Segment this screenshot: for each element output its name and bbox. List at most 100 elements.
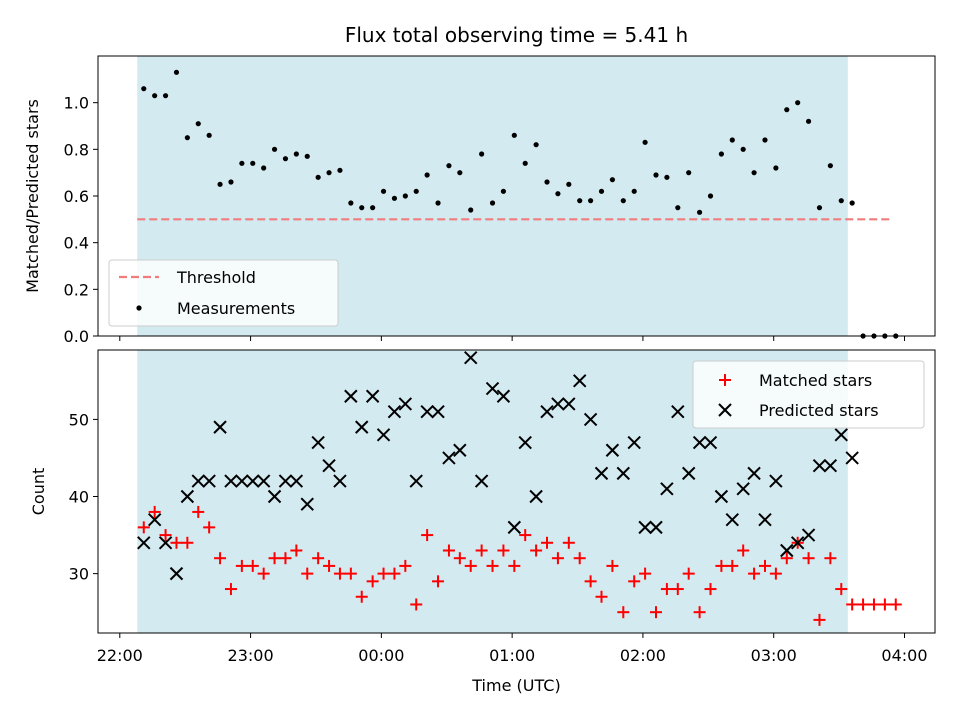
predicted-star-point (747, 466, 761, 481)
x-stroke-b (256, 474, 271, 488)
matched-star-point (573, 552, 586, 565)
predicted-star-point (616, 466, 631, 481)
measurement-point (413, 188, 419, 194)
matched-star-point (388, 567, 401, 580)
x-stroke-b (398, 397, 413, 411)
matched-star-point (475, 544, 488, 557)
x-stroke-b (845, 451, 859, 465)
matched-star-point (257, 567, 270, 580)
bottom-legend: Matched stars Predicted stars (692, 360, 925, 429)
predicted-star-point (551, 397, 565, 411)
matched-star-point (301, 567, 314, 580)
matched-star-point (399, 559, 412, 572)
measurement-point (577, 198, 583, 204)
matched-star-point (377, 567, 390, 580)
y-tick-label: 50 (69, 410, 89, 429)
x-stroke-b (387, 404, 402, 419)
matched-star-point (170, 536, 183, 549)
matched-star-point (780, 552, 793, 565)
measurement-point (533, 142, 539, 148)
predicted-star-point (213, 420, 227, 434)
top-y-axis-label: Matched/Predicted stars (23, 99, 42, 293)
predicted-star-point (147, 512, 162, 527)
x-stroke-b (333, 474, 347, 488)
predicted-star-point (191, 474, 205, 488)
matched-star-point (410, 598, 423, 611)
x-stroke-b (224, 474, 238, 488)
x-stroke-b (551, 397, 565, 411)
x-axis-label: Time (UTC) (471, 676, 560, 695)
x-tick-label: 04:00 (881, 646, 927, 665)
legend-predicted-label: Predicted stars (759, 401, 879, 420)
matched-star-point (464, 559, 477, 572)
predicted-star-point (681, 466, 696, 481)
predicted-star-point (714, 489, 729, 504)
x-stroke-b (507, 520, 522, 535)
measurement-point (838, 198, 844, 204)
predicted-star-point (169, 566, 184, 581)
measurement-point (304, 153, 310, 159)
matched-star-point (758, 559, 771, 572)
predicted-star-point (496, 389, 511, 403)
predicted-star-point (725, 512, 739, 527)
x-stroke-b (540, 404, 554, 419)
matched-star-point (682, 567, 695, 580)
predicted-star-point (594, 466, 609, 481)
predicted-star-point (562, 397, 576, 411)
matched-star-point (628, 575, 641, 588)
x-stroke-b (191, 474, 205, 488)
matched-star-point (246, 559, 259, 572)
measurement-point (228, 179, 234, 185)
measurement-point (675, 205, 681, 211)
x-stroke-b (289, 474, 304, 488)
measurement-point (522, 160, 528, 166)
x-stroke-b (594, 466, 609, 481)
y-tick-label: 1.0 (64, 94, 89, 113)
predicted-star-point (671, 404, 685, 419)
measurement-point (152, 93, 158, 99)
measurement-point (457, 170, 463, 176)
measurement-point (239, 160, 245, 166)
x-stroke-b (453, 443, 467, 457)
matched-star-point (235, 559, 248, 572)
predicted-star-point (638, 520, 652, 535)
predicted-star-point (823, 458, 838, 473)
measurement-point (740, 146, 746, 152)
predicted-star-point (573, 374, 587, 388)
measurement-point (424, 172, 430, 178)
matched-star-point (421, 529, 434, 542)
predicted-star-point (431, 404, 445, 419)
legend-measurements-label: Measurements (177, 299, 295, 318)
predicted-star-point (300, 497, 314, 511)
matched-star-point (268, 552, 281, 565)
matched-star-point (323, 559, 336, 572)
x-stroke-b (605, 443, 620, 457)
matched-star-point (595, 590, 608, 603)
y-tick-label: 0.2 (64, 280, 89, 299)
predicted-star-point (311, 435, 325, 450)
predicted-star-point (158, 536, 173, 550)
measurement-point (609, 177, 616, 183)
measurement-point (664, 174, 670, 180)
predicted-star-point (442, 451, 456, 465)
matched-star-point (203, 521, 216, 534)
bottom-y-axis-label: Count (29, 468, 48, 516)
matched-star-point (878, 598, 891, 611)
measurement-point (282, 156, 289, 162)
x-stroke-b (267, 489, 282, 504)
predicted-star-point (278, 474, 293, 488)
predicted-star-point (256, 474, 271, 488)
measurement-point (849, 200, 855, 206)
x-tick-label: 03:00 (751, 646, 797, 665)
y-tick-label: 0.0 (64, 327, 89, 346)
x-stroke-b (420, 404, 434, 419)
predicted-star-point (660, 482, 674, 496)
top-y-ticks: 0.0 0.2 0.4 0.6 0.8 1.0 (64, 94, 98, 346)
measurement-point (751, 170, 757, 176)
matched-star-point (650, 606, 662, 619)
matched-star-point (606, 559, 619, 572)
x-stroke-b (322, 458, 336, 473)
x-stroke-b (344, 389, 358, 403)
matched-star-point (704, 583, 717, 596)
